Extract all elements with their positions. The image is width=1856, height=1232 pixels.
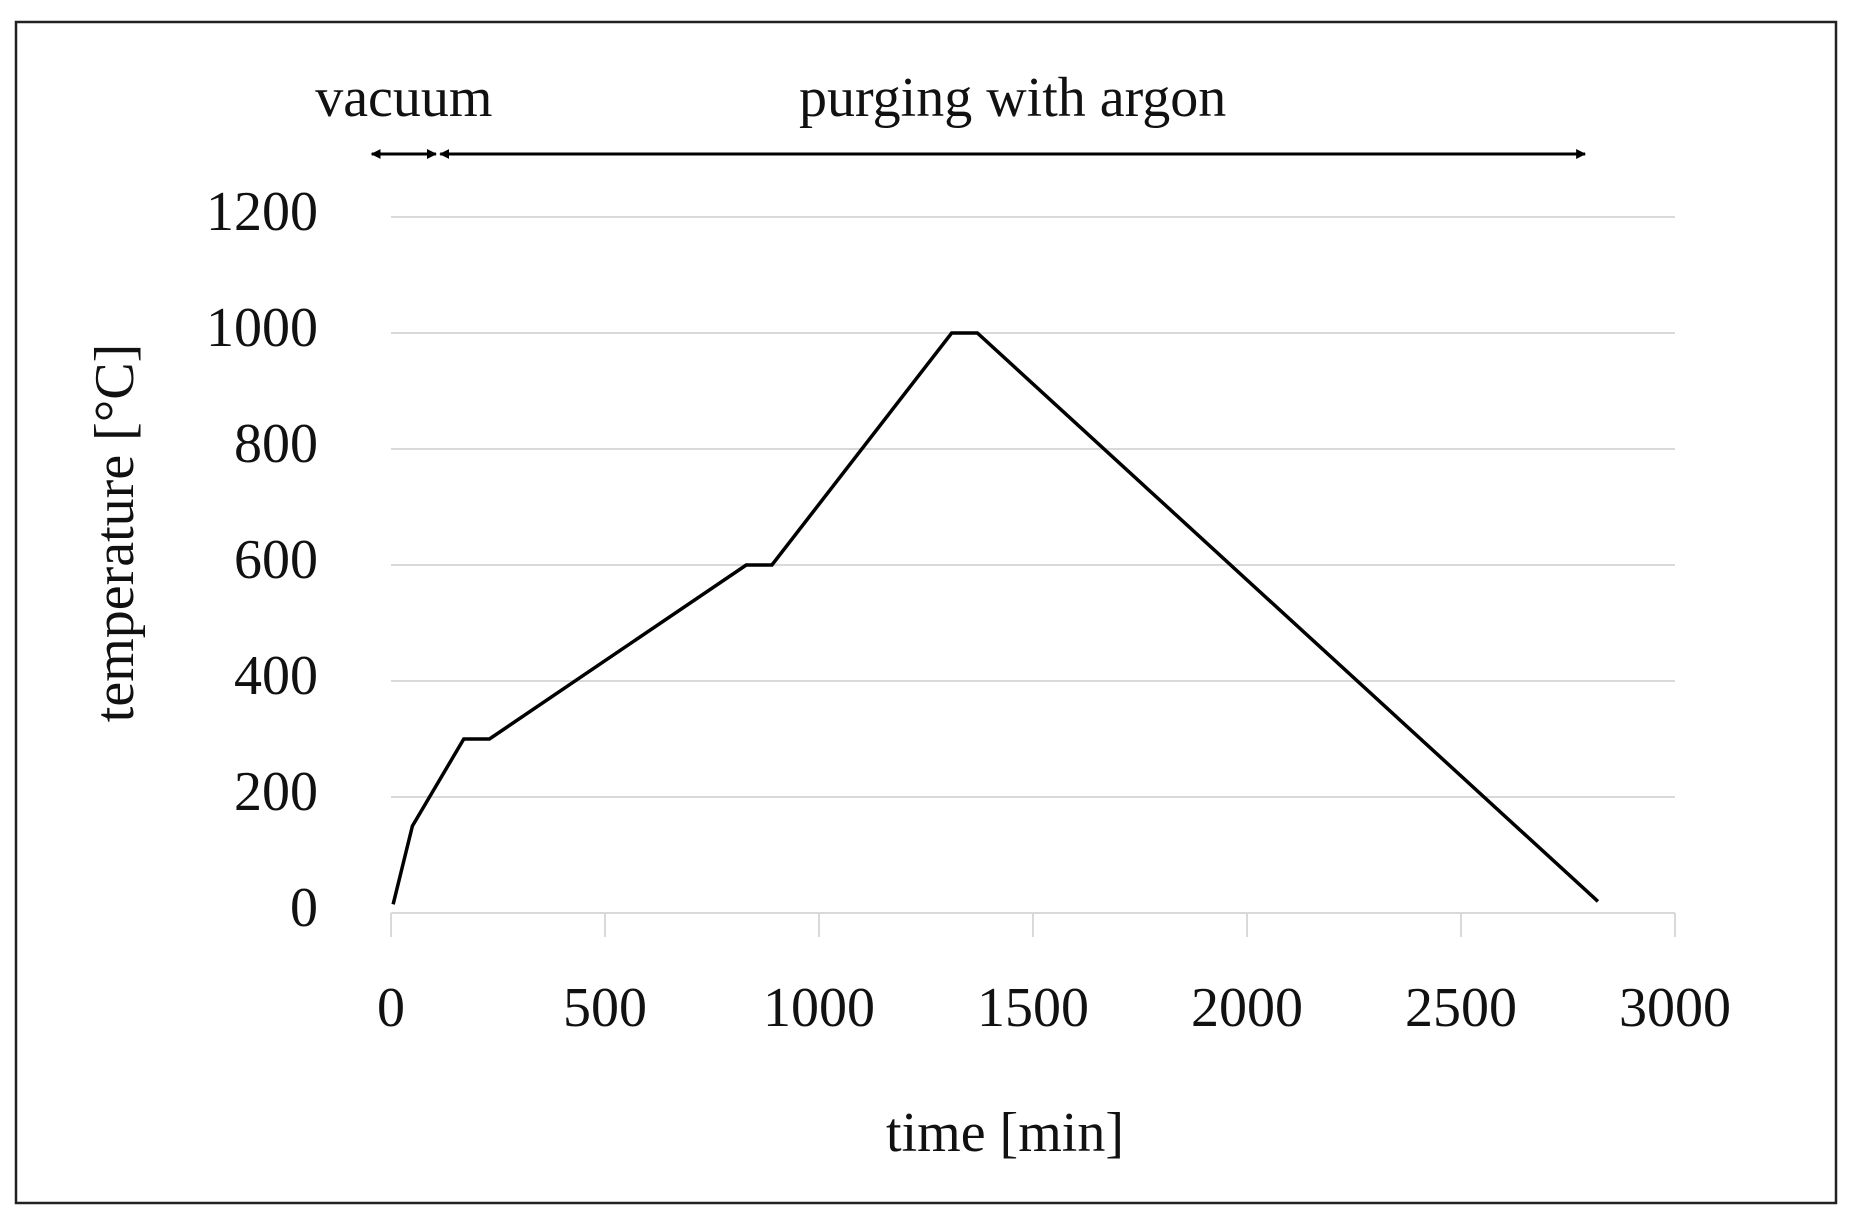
- x-tick-label: 3000: [1619, 977, 1731, 1039]
- y-tick-label: 1200: [206, 181, 318, 243]
- y-tick-label: 400: [234, 645, 318, 707]
- x-tick-label: 1000: [763, 977, 875, 1039]
- data-line: [391, 331, 1600, 905]
- y-tick-label: 200: [234, 761, 318, 823]
- x-tick-label: 1500: [977, 977, 1089, 1039]
- y-axis-title: temperature [°C]: [84, 344, 146, 722]
- y-tick-label: 800: [234, 413, 318, 475]
- x-tick-label: 2000: [1191, 977, 1303, 1039]
- x-tick-label: 0: [377, 977, 405, 1039]
- frame: [14, 20, 1838, 1205]
- x-tick-label: 2500: [1405, 977, 1517, 1039]
- y-tick-label: 1000: [206, 297, 318, 359]
- x-axis-title: time [min]: [886, 1102, 1124, 1164]
- annotation-label: vacuum: [315, 67, 492, 129]
- y-tick-label: 600: [234, 529, 318, 591]
- y-tick-label: 0: [290, 877, 318, 939]
- annotation-label: purging with argon: [799, 67, 1226, 129]
- x-tick-label: 500: [563, 977, 647, 1039]
